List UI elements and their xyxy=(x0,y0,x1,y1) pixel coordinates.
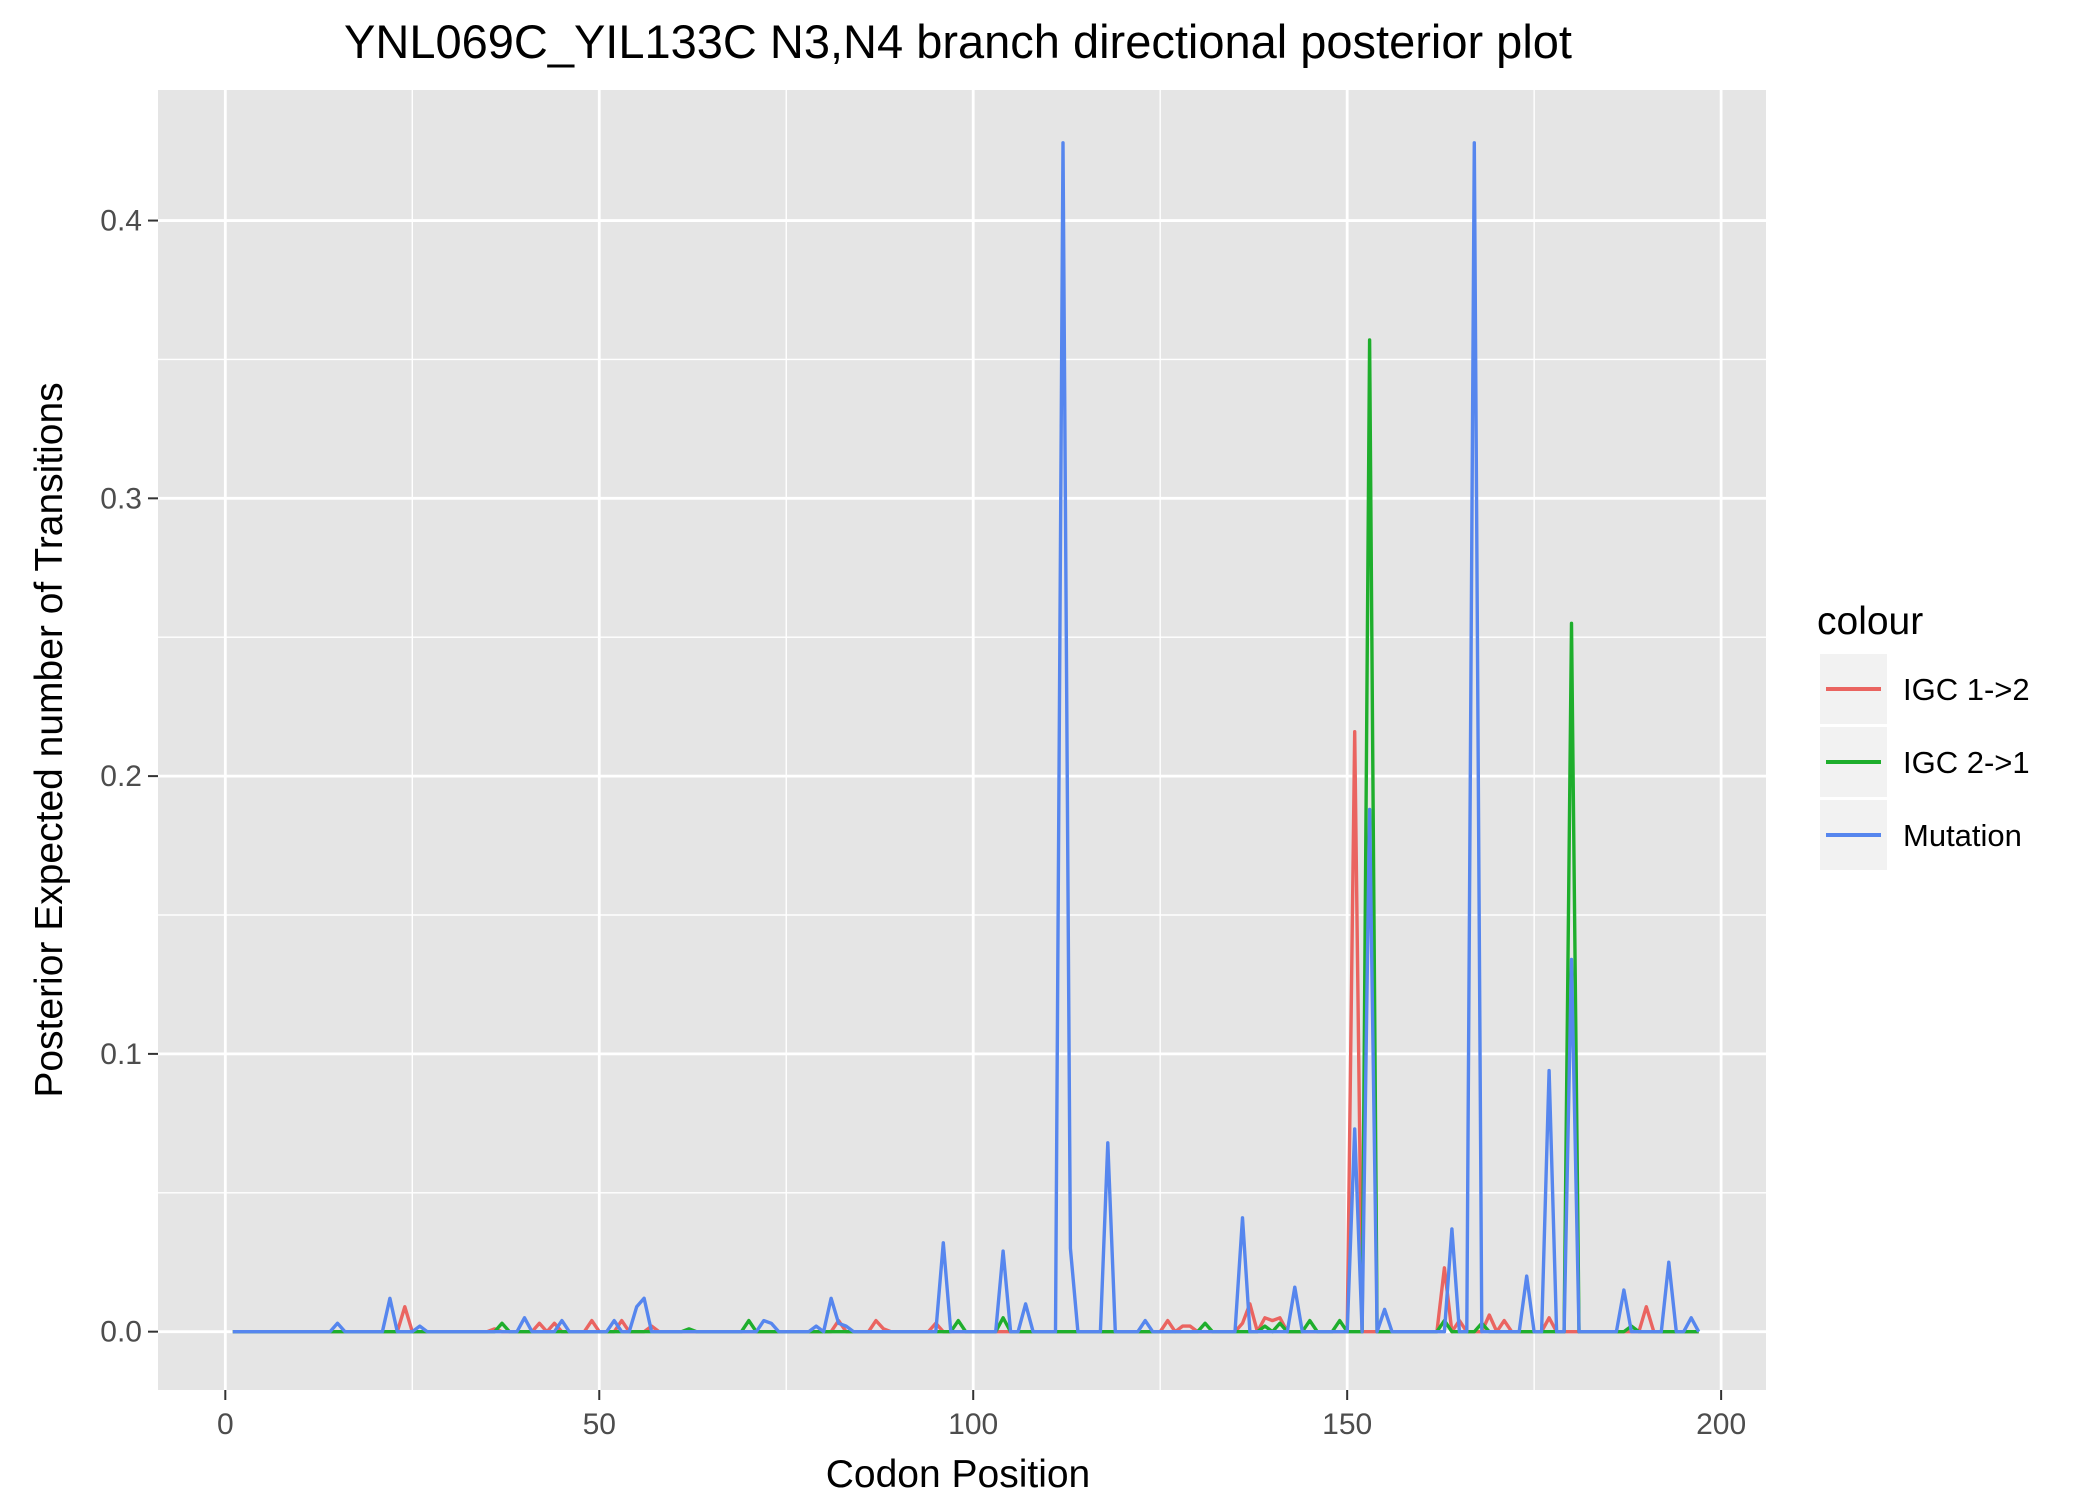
y-tick-label: 0.4 xyxy=(100,205,142,238)
series-lines xyxy=(232,141,1701,1334)
x-axis: 0 50 100 150 200 xyxy=(217,1390,1746,1441)
chart-title: YNL069C_YIL133C N3,N4 branch directional… xyxy=(344,15,1572,68)
y-tick-label: 0.3 xyxy=(100,482,142,515)
legend-title: colour xyxy=(1817,600,1923,643)
y-axis: 0.0 0.1 0.2 0.3 0.4 xyxy=(100,205,158,1349)
x-tick-label: 0 xyxy=(217,1408,234,1441)
legend-label-mutation: Mutation xyxy=(1903,818,2022,853)
x-tick-label: 200 xyxy=(1696,1408,1746,1441)
x-tick-label: 150 xyxy=(1322,1408,1372,1441)
x-tick-label: 50 xyxy=(583,1408,616,1441)
grid-minor xyxy=(158,90,1766,1390)
y-tick-label: 0.2 xyxy=(100,760,142,793)
x-tick-label: 100 xyxy=(948,1408,998,1441)
y-axis-label: Posterior Expected number of Transitions xyxy=(28,382,71,1097)
x-axis-label: Codon Position xyxy=(826,1453,1091,1496)
series-line-mutation xyxy=(232,141,1701,1334)
legend: colour IGC 1->2 IGC 2->1 Mutation xyxy=(1817,600,2030,870)
series-line-igc-2-1 xyxy=(232,338,1699,1334)
legend-label-igc-2-1: IGC 2->1 xyxy=(1903,745,2030,780)
y-tick-label: 0.0 xyxy=(100,1316,142,1349)
legend-items: IGC 1->2 IGC 2->1 Mutation xyxy=(1820,654,2030,870)
y-tick-label: 0.1 xyxy=(100,1038,142,1071)
legend-label-igc-1-2: IGC 1->2 xyxy=(1903,672,2030,707)
plot-panel xyxy=(158,90,1766,1390)
